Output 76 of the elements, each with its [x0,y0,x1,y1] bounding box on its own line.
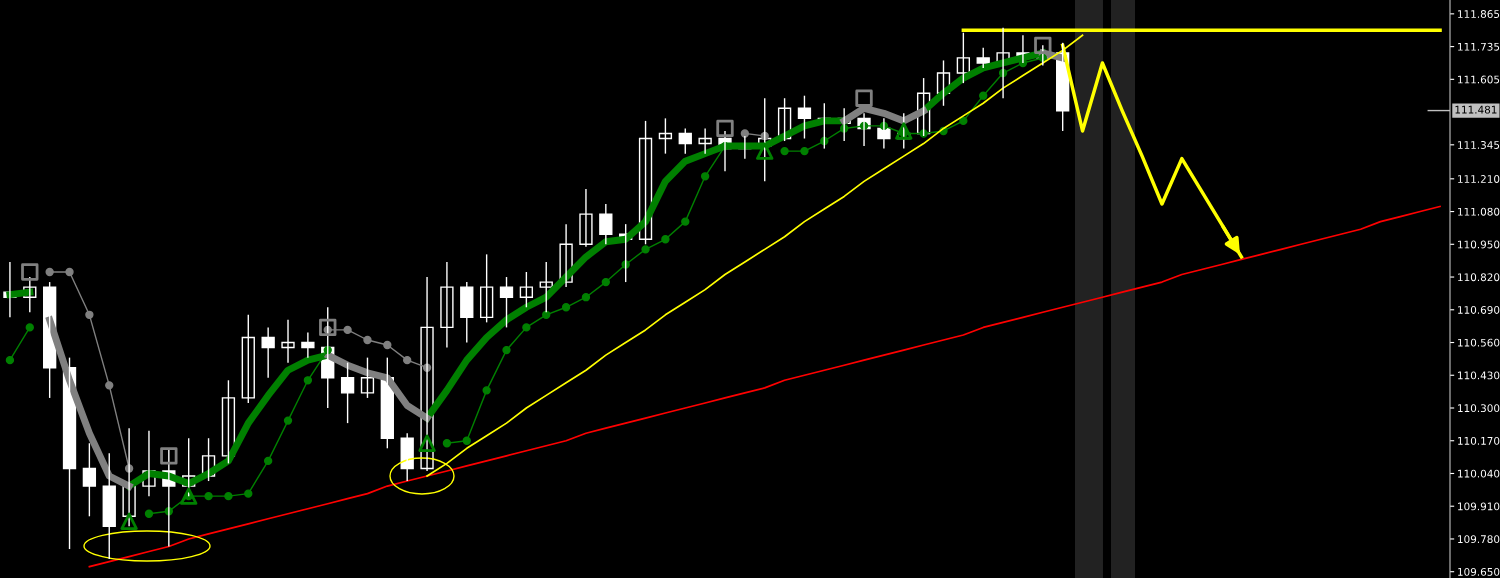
candlestick [479,253,494,324]
point [855,89,873,107]
y-tick-label: 110.820 [1458,273,1500,282]
point [5,355,15,365]
point [105,381,114,390]
point [263,456,273,466]
y-tick-label: 111.605 [1458,75,1500,84]
point [120,512,138,531]
point [244,489,253,498]
candlestick [976,47,990,69]
y-tick-label: 109.780 [1458,535,1500,544]
point [65,267,74,277]
point [561,303,571,312]
candlestick [82,442,97,517]
point [581,293,591,302]
y-tick-label: 110.560 [1458,338,1500,347]
candlestick [519,271,534,308]
y-tick-label: 109.910 [1458,502,1500,511]
point [756,142,774,160]
point [780,146,789,156]
point [979,91,988,100]
ref-line-label: 111.481 [1455,105,1497,114]
y-tick-label: 111.865 [1458,10,1500,18]
candlestick [241,314,255,404]
y-tick-label: 109.650 [1458,567,1500,576]
point [283,416,293,425]
point [1034,36,1052,55]
point [959,116,968,126]
point [601,277,610,287]
point [895,122,913,140]
point [319,318,337,337]
y-tick-label: 111.735 [1458,42,1500,51]
point [542,310,551,319]
y-tick-label: 110.950 [1458,240,1500,249]
y-tick-label: 110.690 [1458,306,1500,314]
y-tick-label: 111.345 [1458,141,1500,149]
point [363,335,372,345]
candlestick [360,356,375,399]
candlestick [102,452,116,560]
candlestick [340,361,355,424]
line-series [88,205,1441,568]
point [502,345,511,355]
point [716,119,734,138]
y-tick-label: 110.300 [1458,404,1500,413]
point [25,323,34,332]
point [442,439,452,448]
point [462,436,471,445]
point [204,491,213,501]
point [403,355,412,365]
y-tick-label: 111.080 [1458,207,1500,216]
point [303,376,313,385]
point [21,263,39,281]
point [661,235,670,244]
point [383,340,392,350]
point [160,447,178,465]
point [343,325,352,335]
point [482,386,491,395]
point [224,491,233,501]
point [800,146,809,156]
point [740,129,750,138]
candlestick [579,188,593,248]
y-tick-label: 110.430 [1458,371,1500,380]
point [700,172,710,181]
point [45,267,54,277]
candlestick [460,281,474,344]
y-tick-label: 111.210 [1458,175,1500,183]
point [641,245,650,254]
point [144,509,154,518]
candlestick [440,261,454,349]
point [522,323,531,332]
point [418,434,436,452]
point [85,310,94,319]
candlestick [499,276,514,329]
y-tick-label: 110.170 [1458,436,1500,445]
point [681,217,690,226]
y-tick-label: 110.040 [1458,469,1500,478]
